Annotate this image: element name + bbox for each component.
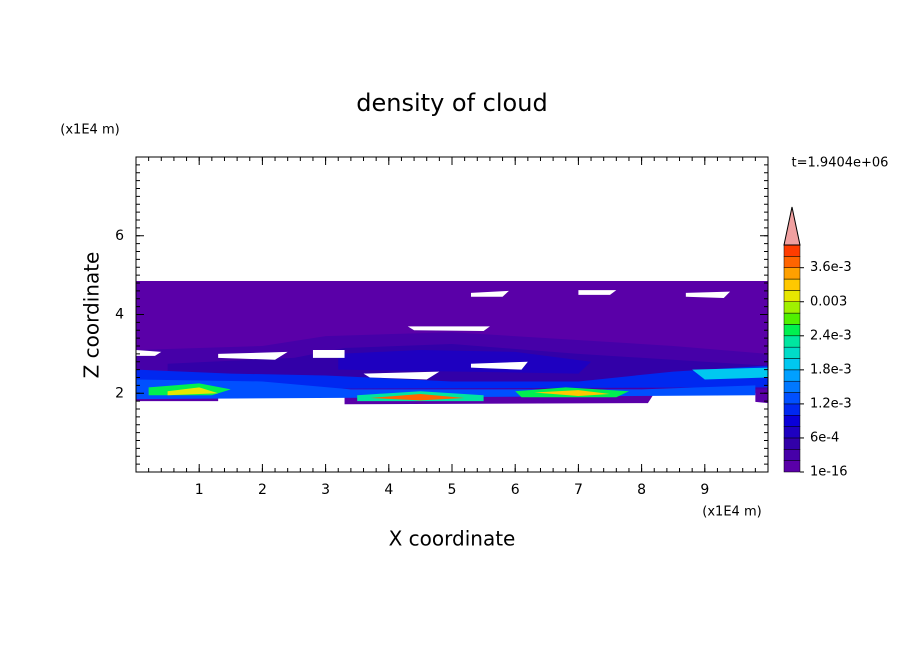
x-tick-label: 2 (258, 482, 267, 498)
contour-region (136, 365, 768, 390)
colorbar-label: 1e-16 (810, 465, 848, 480)
contour-region (369, 394, 465, 401)
colorbar-bin (783, 426, 801, 439)
x-tick-label: 5 (448, 482, 457, 498)
colorbar-bin (783, 324, 801, 337)
chart-title: density of cloud (356, 89, 547, 117)
contour-region (167, 387, 219, 396)
colorbar-bin (783, 460, 801, 473)
colorbar-bin (783, 449, 801, 461)
x-tick-label: 4 (384, 482, 393, 498)
no-cloud-region (407, 326, 490, 332)
colorbar-bin (783, 369, 801, 382)
y-tick-label: 4 (115, 307, 124, 323)
no-cloud-region (218, 351, 288, 360)
y-axis-label: Z coordinate (80, 252, 104, 379)
contour-region (692, 367, 768, 380)
colorbar-bin (783, 415, 801, 427)
colorbar-bin (783, 358, 801, 371)
x-tick-label: 8 (637, 482, 646, 498)
colorbar-bin (783, 256, 801, 268)
y-unit: (x1E4 m) (60, 123, 119, 138)
no-cloud-region (136, 349, 162, 356)
contour-field (136, 281, 769, 405)
no-cloud-region (363, 371, 440, 380)
colorbar-bin (783, 267, 801, 280)
no-cloud-region (685, 291, 731, 298)
contour-region (534, 390, 610, 397)
colorbar-bin (783, 403, 801, 416)
x-tick-label: 1 (195, 482, 204, 498)
contour-region (338, 349, 592, 374)
no-cloud-region (470, 361, 528, 370)
colorbar-bin (783, 437, 801, 450)
y-tick-label: 6 (115, 228, 124, 244)
colorbar-bin (783, 278, 801, 291)
colorbar-bin (783, 290, 801, 302)
no-cloud-region (470, 290, 509, 297)
colorbar-extend (783, 206, 801, 246)
no-cloud-region (312, 349, 345, 358)
colorbar-label: 0.003 (810, 294, 847, 309)
colorbar-label: 6e-4 (810, 430, 839, 445)
colorbar-bin (783, 380, 801, 393)
colorbar-label: 1.8e-3 (810, 362, 852, 377)
colorbar-label: 3.6e-3 (810, 260, 852, 275)
colorbar-bin (783, 312, 801, 325)
x-tick-label: 7 (574, 482, 583, 498)
x-tick-label: 6 (511, 482, 520, 498)
y-tick-label: 2 (115, 385, 124, 401)
x-axis-label: X coordinate (389, 527, 516, 551)
colorbar-label: 1.2e-3 (810, 396, 852, 411)
x-tick-label: 3 (321, 482, 330, 498)
x-unit: (x1E4 m) (702, 505, 761, 520)
colorbar-bin (783, 244, 801, 257)
colorbar-bin (783, 346, 801, 359)
colorbar-label: 2.4e-3 (810, 328, 852, 343)
colorbar-bin (783, 392, 801, 405)
x-tick-label: 9 (700, 482, 709, 498)
colorbar-bin (783, 335, 801, 348)
colorbar-bin (783, 301, 801, 314)
time-annotation: t=1.9404e+06 (792, 156, 889, 171)
no-cloud-region (578, 290, 617, 295)
